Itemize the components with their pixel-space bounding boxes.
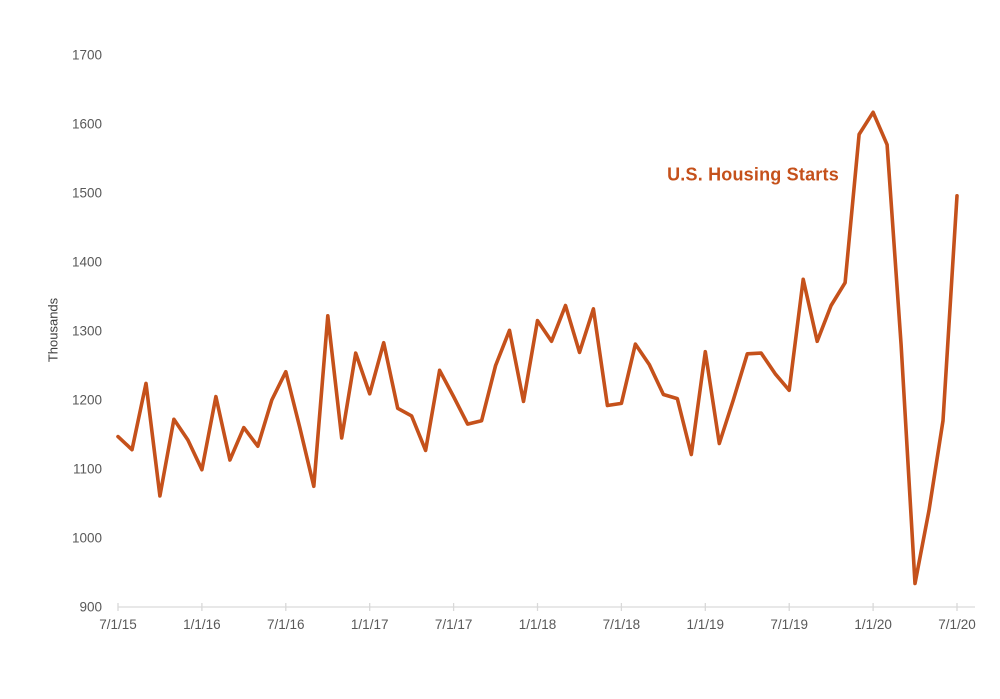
x-tick-label: 7/1/17: [435, 617, 473, 632]
y-tick-label: 1100: [73, 462, 102, 477]
x-tick-label: 7/1/20: [938, 617, 976, 632]
y-tick-label: 1300: [72, 324, 102, 339]
y-tick-label: 1500: [72, 186, 102, 201]
y-tick-label: 1400: [72, 255, 102, 270]
y-tick-label: 1000: [72, 531, 102, 546]
x-tick-label: 7/1/19: [770, 617, 808, 632]
y-tick-label: 1200: [72, 393, 102, 408]
x-tick-label: 7/1/16: [267, 617, 305, 632]
x-tick-label: 1/1/16: [183, 617, 221, 632]
x-tick-label: 1/1/18: [519, 617, 557, 632]
housing-starts-line: [116, 110, 959, 586]
x-tick-label: 1/1/19: [687, 617, 725, 632]
chart-title: U.S. Housing Starts: [667, 164, 839, 185]
x-tick-label: 1/1/20: [854, 617, 892, 632]
y-tick-label: 900: [79, 600, 102, 615]
x-tick-label: 7/1/18: [603, 617, 641, 632]
y-tick-label: 1600: [72, 117, 102, 132]
x-tick-label: 1/1/17: [351, 617, 389, 632]
x-tick-label: 7/1/15: [99, 617, 137, 632]
y-tick-label: 1700: [72, 48, 102, 63]
y-axis-title: Thousands: [45, 297, 61, 363]
